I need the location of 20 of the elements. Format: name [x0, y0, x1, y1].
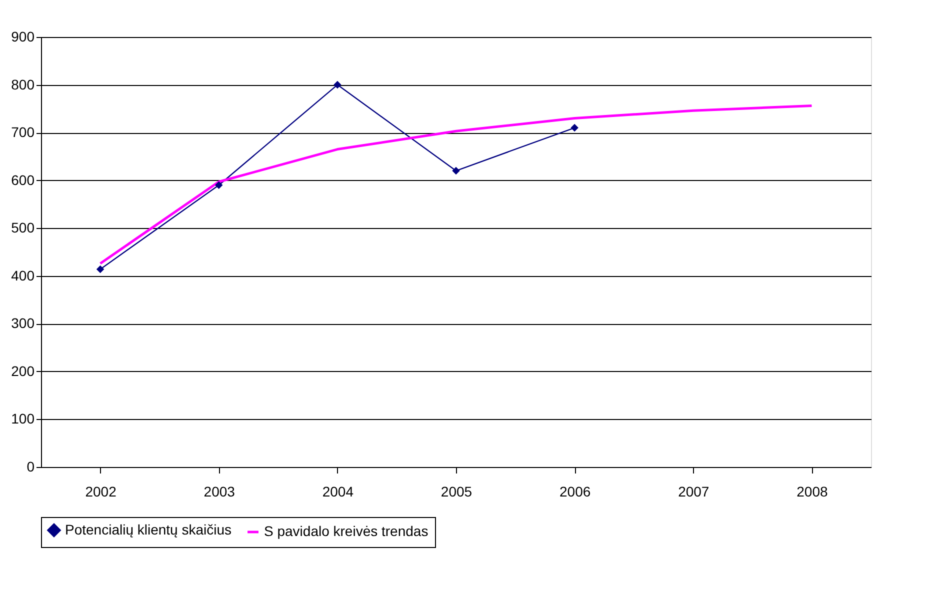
x-tick-label: 2003: [204, 484, 236, 500]
y-tick-label: 900: [11, 28, 35, 44]
legend-label: Potencialių klientų skaičius: [65, 521, 232, 538]
x-tick-label: 2002: [85, 484, 117, 500]
x-tick-label: 2006: [559, 484, 591, 500]
y-tick-label: 500: [11, 220, 35, 236]
x-tick-label: 2004: [322, 484, 354, 500]
line-series: [99, 104, 813, 265]
y-tick-label: 200: [11, 362, 35, 379]
legend-label: S pavidalo kreivės trendas: [264, 523, 428, 539]
y-tick-label: 800: [11, 76, 35, 92]
x-tick-label: 2005: [440, 484, 472, 500]
y-tick-label: 600: [11, 172, 35, 188]
y-tick-label: 400: [11, 267, 35, 284]
y-tick-label: 700: [11, 124, 35, 140]
y-tick-label: 0: [26, 458, 35, 474]
x-tick-label: 2008: [796, 484, 828, 500]
y-tick-label: 100: [11, 410, 35, 427]
y-tick-label: 300: [11, 315, 35, 332]
x-tick-label: 2007: [678, 484, 710, 500]
